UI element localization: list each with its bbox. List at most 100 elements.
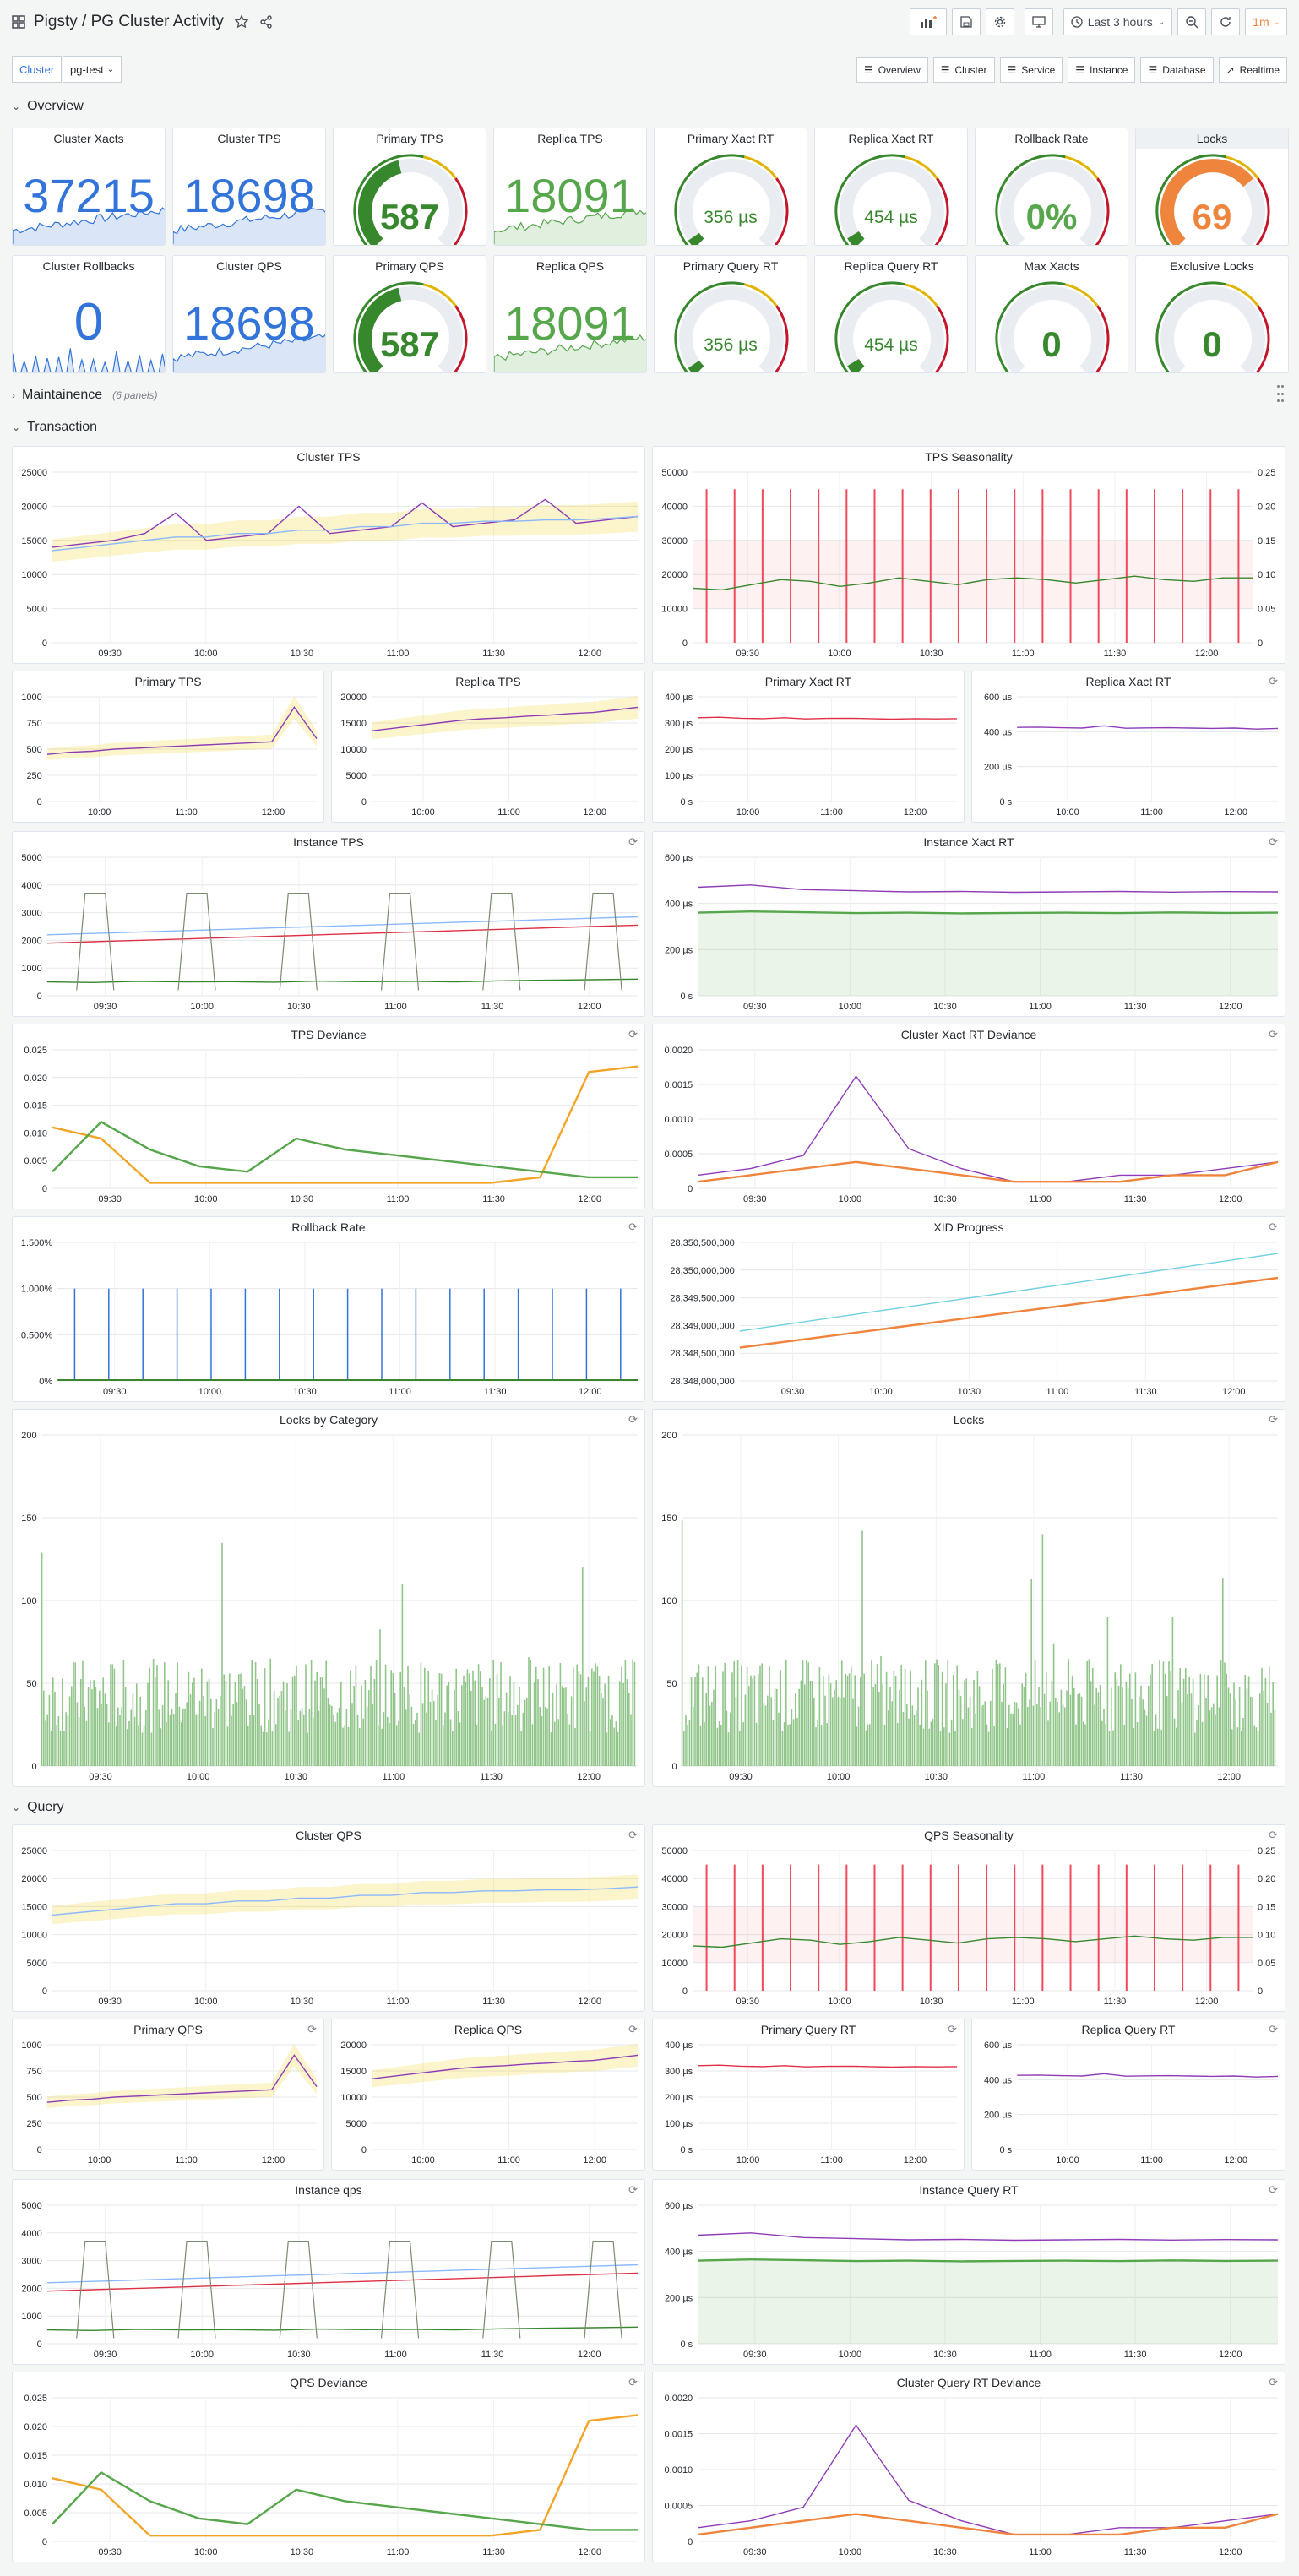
panel-title[interactable]: Replica Xact RT xyxy=(1085,675,1171,688)
link-overview[interactable]: ☰ Overview xyxy=(856,57,928,83)
refresh-interval-button[interactable]: 1m ⌄ xyxy=(1245,8,1287,35)
chart-panel-tps-seasonality[interactable]: TPS Seasonality 50000 0.25 40000 0.20 30000 0.… xyxy=(652,446,1285,664)
refresh-icon[interactable]: ⟳ xyxy=(1269,2023,1278,2035)
panel-title[interactable]: Cluster TPS xyxy=(217,132,281,145)
panel-title[interactable]: QPS Deviance xyxy=(290,2376,367,2389)
link-database[interactable]: ☰ Database xyxy=(1140,57,1214,83)
stat-panel-replica-qps[interactable]: Replica QPS 18091 xyxy=(493,255,647,373)
stat-panel-primary-query-rt[interactable]: Primary Query RT 356 µs xyxy=(654,255,807,373)
panel-title[interactable]: Replica TPS xyxy=(537,132,603,145)
refresh-icon[interactable]: ⟳ xyxy=(628,835,638,848)
zoom-out-button[interactable] xyxy=(1177,8,1207,35)
panel-title[interactable]: Primary TPS xyxy=(134,675,202,688)
refresh-icon[interactable]: ⟳ xyxy=(1269,1413,1278,1426)
panel-title[interactable]: Primary Xact RT xyxy=(764,675,852,688)
star-icon[interactable] xyxy=(234,14,249,30)
stat-panel-replica-xact-rt[interactable]: Replica Xact RT 454 µs xyxy=(814,128,968,246)
chart-panel-replica-query-rt[interactable]: Replica Query RT ⟳ 600 µs 400 µs 200 µs 0 s 10… xyxy=(971,2019,1285,2171)
refresh-icon[interactable]: ⟳ xyxy=(628,2023,638,2035)
stat-panel-locks[interactable]: Locks 69 xyxy=(1135,128,1289,246)
refresh-icon[interactable]: ⟳ xyxy=(628,2376,638,2389)
chart-panel-cluster-qps[interactable]: Cluster QPS ⟳ 25000 20000 15000 10000 5000 0 09:… xyxy=(12,1824,645,2012)
link-realtime[interactable]: ↗ Realtime xyxy=(1218,57,1287,83)
panel-title[interactable]: Cluster QPS xyxy=(296,1829,361,1842)
tv-mode-button[interactable] xyxy=(1024,8,1053,35)
panel-title[interactable]: TPS Deviance xyxy=(291,1028,367,1041)
chart-panel-replica-xact-rt[interactable]: Replica Xact RT ⟳ 600 µs 400 µs 200 µs 0 s 10:… xyxy=(971,671,1285,823)
chart-panel-primary-tps[interactable]: Primary TPS 1000 750 500 250 0 10:00 11:00 12:00 xyxy=(12,671,324,823)
panel-title[interactable]: Cluster Rollbacks xyxy=(42,259,135,273)
panel-title[interactable]: XID Progress xyxy=(933,1220,1004,1234)
panel-title[interactable]: Replica Xact RT xyxy=(848,132,934,145)
chart-panel-locks[interactable]: Locks ⟳ 200 150 100 50 0 09:30 10:00 10:30 11:00 11… xyxy=(652,1409,1285,1787)
stat-panel-primary-qps[interactable]: Primary QPS 587 xyxy=(333,255,486,373)
panel-title[interactable]: Locks xyxy=(953,1413,985,1427)
refresh-icon[interactable]: ⟳ xyxy=(307,2023,317,2035)
panel-title[interactable]: Cluster TPS xyxy=(296,450,361,464)
panel-title[interactable]: Exclusive Locks xyxy=(1170,259,1254,273)
panel-title[interactable]: Replica TPS xyxy=(455,675,521,688)
panel-title[interactable]: Cluster QPS xyxy=(216,259,282,273)
row-transaction[interactable]: ⌄ Transaction xyxy=(12,417,97,437)
panel-title[interactable]: QPS Seasonality xyxy=(924,1829,1014,1842)
refresh-icon[interactable]: ⟳ xyxy=(628,1413,638,1426)
save-button[interactable] xyxy=(951,8,981,35)
panel-title[interactable]: Instance Xact RT xyxy=(923,835,1014,849)
panel-title[interactable]: Cluster Query RT Deviance xyxy=(896,2376,1041,2389)
row-query[interactable]: ⌄ Query xyxy=(12,1797,64,1818)
chart-panel-qps-seasonality[interactable]: QPS Seasonality ⟳ 50000 0.25 40000 0.20 30000 0… xyxy=(652,1824,1285,2012)
stat-panel-cluster-tps[interactable]: Cluster TPS 18698 xyxy=(172,128,326,246)
panel-title[interactable]: TPS Seasonality xyxy=(925,450,1013,464)
refresh-icon[interactable]: ⟳ xyxy=(1269,835,1278,848)
chart-panel-instance-tps[interactable]: Instance TPS ⟳ 5000 4000 3000 2000 1000 0 09:30 1… xyxy=(12,831,645,1017)
chart-panel-primary-xact-rt[interactable]: Primary Xact RT 400 µs 300 µs 200 µs 100 µs 0… xyxy=(652,671,965,823)
stat-panel-cluster-xacts[interactable]: Cluster Xacts 37215 xyxy=(12,128,166,246)
link-cluster[interactable]: ☰ Cluster xyxy=(932,57,995,83)
panel-title[interactable]: Instance qps xyxy=(295,2183,362,2197)
refresh-icon[interactable]: ⟳ xyxy=(628,1220,638,1233)
share-icon[interactable] xyxy=(259,15,273,29)
panel-title[interactable]: Primary Query RT xyxy=(682,259,779,273)
dashboard-grid-icon[interactable] xyxy=(12,15,25,29)
stat-panel-rollback-rate[interactable]: Rollback Rate 0% xyxy=(975,128,1128,246)
refresh-icon[interactable]: ⟳ xyxy=(1269,675,1278,687)
panel-title[interactable]: Instance TPS xyxy=(293,835,364,849)
refresh-icon[interactable]: ⟳ xyxy=(1269,1220,1278,1233)
link-service[interactable]: ☰ Service xyxy=(999,57,1063,83)
stat-panel-cluster-qps[interactable]: Cluster QPS 18698 xyxy=(172,255,326,373)
chart-panel-cluster-query-rt-deviance[interactable]: Cluster Query RT Deviance ⟳ 0.0020 0.0015 0.… xyxy=(652,2372,1285,2562)
stat-panel-primary-tps[interactable]: Primary TPS 587 xyxy=(333,128,486,246)
panel-title[interactable]: Primary QPS xyxy=(375,259,444,273)
chart-panel-instance-query-rt[interactable]: Instance Query RT ⟳ 600 µs 400 µs 200 µs 0 s 0… xyxy=(652,2179,1285,2365)
stat-panel-primary-xact-rt[interactable]: Primary Xact RT 356 µs xyxy=(654,128,807,246)
time-picker-button[interactable]: Last 3 hours ⌄ xyxy=(1063,8,1173,35)
cluster-variable-select[interactable]: pg-test ⌄ xyxy=(63,56,122,83)
stat-panel-replica-query-rt[interactable]: Replica Query RT 454 µs xyxy=(814,255,968,373)
chart-panel-qps-deviance[interactable]: QPS Deviance ⟳ 0.025 0.020 0.015 0.010 0.005 0 0… xyxy=(12,2372,645,2562)
panel-title[interactable]: Primary QPS xyxy=(133,2023,203,2036)
chart-panel-instance-qps[interactable]: Instance qps ⟳ 5000 4000 3000 2000 1000 0 09:30 1… xyxy=(12,2179,645,2365)
panel-title[interactable]: Rollback Rate xyxy=(291,1220,366,1234)
refresh-icon[interactable]: ⟳ xyxy=(628,1829,638,1841)
chart-panel-xid-progress[interactable]: XID Progress ⟳ 28,350,500,000 28,350,000,00… xyxy=(652,1216,1285,1402)
panel-title[interactable]: Locks by Category xyxy=(280,1413,378,1427)
panel-title[interactable]: Primary Query RT xyxy=(760,2023,856,2036)
chart-panel-rollback-rate[interactable]: Rollback Rate ⟳ 1.500% 1.000% 0.500% 0% 09:30 1… xyxy=(12,1216,645,1402)
refresh-icon[interactable]: ⟳ xyxy=(1269,1829,1278,1841)
refresh-icon[interactable]: ⟳ xyxy=(628,1028,638,1041)
refresh-icon[interactable]: ⟳ xyxy=(1269,2376,1278,2389)
chart-panel-replica-tps[interactable]: Replica TPS 20000 15000 10000 5000 0 10:00 11:0… xyxy=(331,671,645,823)
chart-panel-locks-by-category[interactable]: Locks by Category ⟳ 200 150 100 50 0 09:30 10:00… xyxy=(12,1409,645,1787)
panel-title[interactable]: Max Xacts xyxy=(1024,259,1079,273)
row-maintainence[interactable]: › Maintainence (6 panels) xyxy=(12,385,158,405)
chart-panel-replica-qps[interactable]: Replica QPS ⟳ 20000 15000 10000 5000 0 10:00 11:… xyxy=(331,2019,645,2171)
panel-title[interactable]: Rollback Rate xyxy=(1014,132,1089,145)
refresh-icon[interactable]: ⟳ xyxy=(628,2183,638,2196)
panel-title[interactable]: Replica QPS xyxy=(454,2023,523,2036)
row-overview[interactable]: ⌄ Overview xyxy=(12,96,84,117)
refresh-icon[interactable]: ⟳ xyxy=(1269,2183,1278,2196)
drag-handle-icon[interactable] xyxy=(1277,385,1284,405)
panel-title[interactable]: Primary Xact RT xyxy=(687,132,775,145)
refresh-icon[interactable]: ⟳ xyxy=(1269,1028,1278,1041)
dashboard-title[interactable]: Pigsty / PG Cluster Activity xyxy=(34,13,224,30)
